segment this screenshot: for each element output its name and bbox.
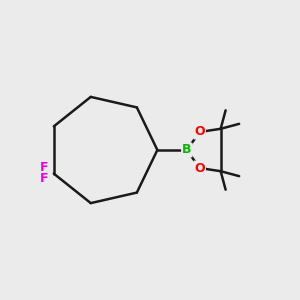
Text: F: F — [40, 161, 49, 174]
Text: B: B — [182, 143, 192, 157]
Text: O: O — [194, 161, 205, 175]
Text: O: O — [194, 125, 205, 139]
Text: F: F — [40, 172, 49, 185]
